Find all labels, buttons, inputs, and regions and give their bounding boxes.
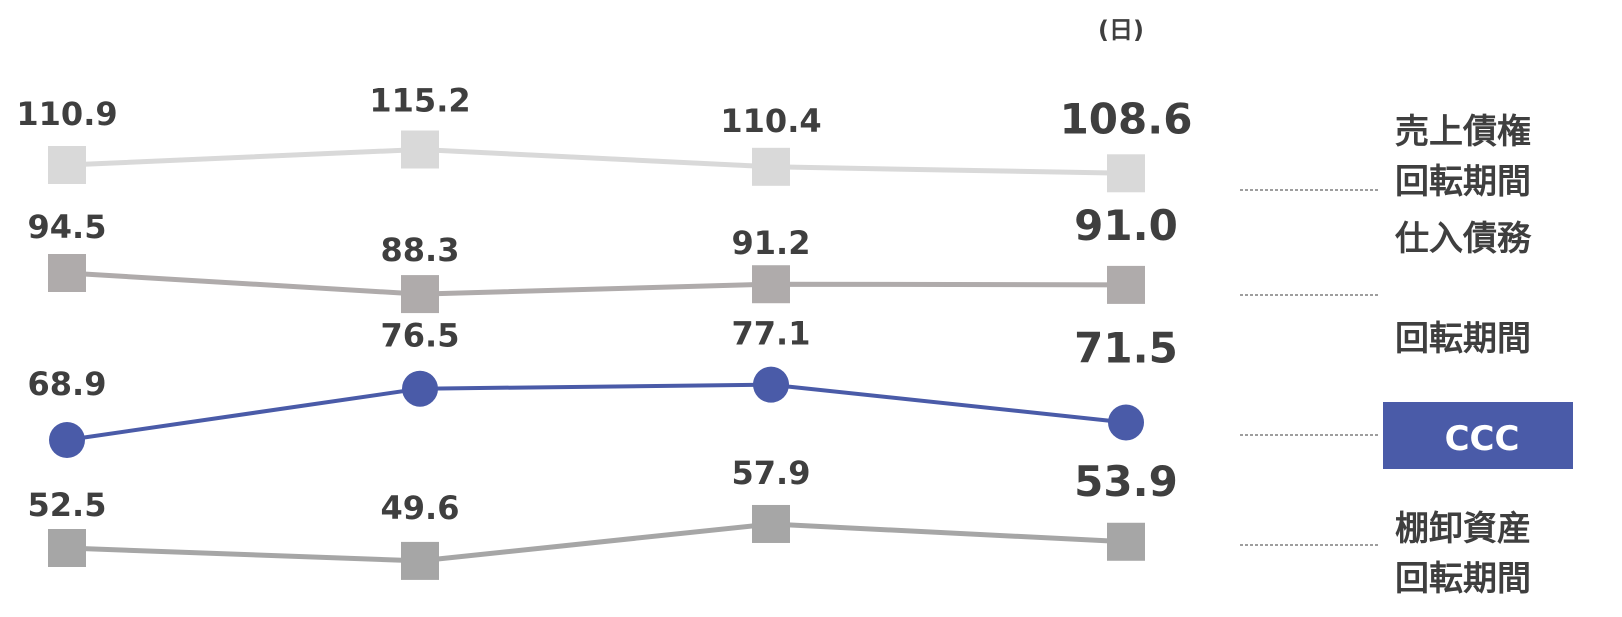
data-label: 76.5: [381, 317, 460, 355]
legend-label: 回転期間: [1395, 319, 1531, 359]
legend-label: 回転期間: [1395, 162, 1531, 202]
data-label: 71.5: [1074, 323, 1178, 372]
legend-label: 回転期間: [1395, 559, 1531, 599]
data-point: [401, 130, 439, 169]
unit-label: (日): [1098, 16, 1144, 44]
data-point: [752, 504, 790, 543]
series-4: 52.5 49.6 57.9 53.9: [28, 454, 1178, 580]
data-point: [401, 541, 439, 580]
data-point: [752, 265, 790, 304]
data-label: 115.2: [369, 82, 470, 120]
series-2: 94.5 88.3 91.2 91.0: [28, 201, 1178, 314]
data-point: [1107, 265, 1145, 304]
legend-item-3: CCC: [1240, 402, 1573, 469]
data-label: 49.6: [381, 489, 460, 527]
series-line: [66, 147, 1127, 176]
data-point: [402, 370, 438, 407]
data-label: 77.1: [732, 315, 811, 353]
series-layer: 110.9 115.2 110.4 108.6 94.5 88.3 91.2 91.0 68.9…: [16, 82, 1192, 580]
data-point: [753, 366, 789, 403]
data-label: 88.3: [381, 231, 460, 269]
data-label: 110.9: [16, 95, 117, 133]
data-point: [1108, 404, 1144, 441]
data-label: 110.4: [720, 102, 821, 140]
legend-label: CCC: [1445, 419, 1520, 459]
data-label: 57.9: [732, 454, 811, 492]
series-line: [66, 382, 1127, 442]
data-point: [401, 275, 439, 314]
legend-label: 仕入債務: [1395, 219, 1532, 259]
data-label: 94.5: [28, 208, 107, 246]
series-3: 68.9 76.5 77.1 71.5: [28, 315, 1178, 458]
data-point: [1107, 154, 1145, 193]
data-point: [49, 422, 85, 458]
data-label: 91.2: [732, 224, 811, 262]
data-label: 52.5: [28, 486, 107, 524]
data-point: [48, 146, 86, 184]
series-line: [66, 521, 1127, 564]
data-label: 91.0: [1074, 201, 1178, 250]
legend-label: 売上債権: [1395, 112, 1531, 152]
data-point: [752, 147, 790, 186]
legend-box: [1383, 402, 1573, 469]
data-label: 108.6: [1060, 94, 1193, 143]
data-label: 68.9: [28, 365, 107, 403]
data-point: [48, 529, 86, 567]
data-label: 53.9: [1074, 457, 1178, 506]
series-line: [66, 270, 1127, 297]
series-1: 110.9 115.2 110.4 108.6: [16, 82, 1192, 193]
legend-label: 棚卸資産: [1395, 509, 1531, 549]
data-point: [48, 254, 86, 292]
data-point: [1107, 522, 1145, 561]
